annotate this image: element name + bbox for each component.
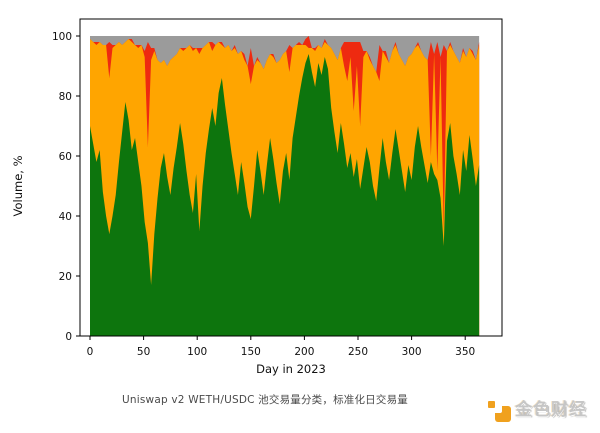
x-tick-label: 150	[241, 346, 261, 358]
x-tick-label: 0	[87, 346, 94, 358]
volume-stacked-area-chart: 0 50 100 150 200 250 300 350 0 20 40 60 80 100 Day in…	[11, 18, 503, 376]
y-tick-label: 40	[59, 211, 72, 223]
jinse-finance-logo-icon	[488, 397, 512, 423]
jinse-finance-watermark: 金色财经	[488, 397, 587, 423]
logo-small-square	[488, 401, 495, 408]
x-tick-label: 200	[294, 346, 314, 358]
y-tick-label: 100	[52, 31, 72, 43]
y-tick-label: 60	[59, 151, 72, 163]
x-tick-label: 250	[348, 346, 368, 358]
x-tick-label: 100	[187, 346, 207, 358]
chart-caption: Uniswap v2 WETH/USDC 池交易量分类，标准化日交易量	[122, 394, 408, 406]
y-tick-label: 0	[65, 331, 72, 343]
x-axis-label: Day in 2023	[256, 362, 326, 376]
jinse-finance-logo-text: 金色财经	[515, 400, 587, 420]
area-green	[90, 54, 480, 336]
axes-spines	[79, 18, 503, 337]
logo-big-square	[495, 406, 511, 422]
x-tick-label: 50	[137, 346, 150, 358]
x-tick-label: 350	[455, 346, 475, 358]
y-tick-label: 80	[59, 91, 72, 103]
x-tick-label: 300	[402, 346, 422, 358]
y-axis-label: Volume, %	[11, 155, 25, 216]
y-tick-label: 20	[59, 271, 72, 283]
